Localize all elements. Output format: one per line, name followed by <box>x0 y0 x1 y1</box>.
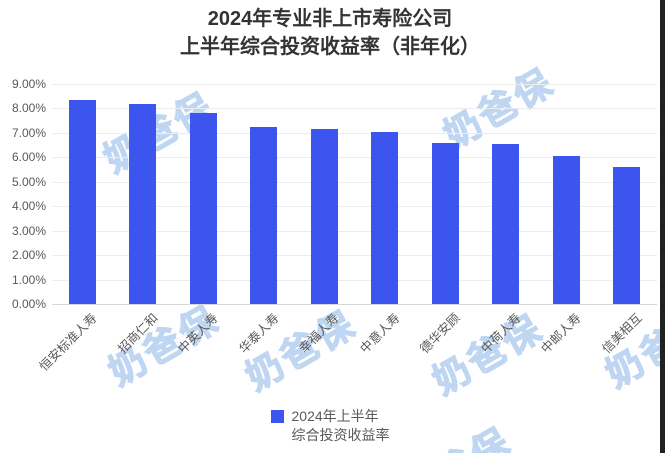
y-axis-tick-label: 7.00% <box>11 125 46 140</box>
plot-area <box>52 84 657 305</box>
bar <box>69 100 96 304</box>
y-axis-tick-label: 1.00% <box>11 272 46 287</box>
gridline <box>52 157 657 158</box>
y-axis-tick-label: 4.00% <box>11 199 46 214</box>
bar <box>311 129 338 304</box>
chart-title-line-1: 2024年专业非上市寿险公司 <box>207 8 453 30</box>
gridline <box>52 255 657 256</box>
x-axis-labels: 恒安标准人寿 招商仁和 中英人寿 华泰人寿 幸福人寿 中意人寿 德华安顾 中荷人寿 中邮人寿 信美… <box>37 306 657 401</box>
bar <box>492 144 519 304</box>
y-axis-tick-label: 8.00% <box>11 101 46 116</box>
bar <box>129 104 156 304</box>
bar <box>553 156 580 304</box>
chart-title-line-2: 上半年综合投资收益率（非年化） <box>180 36 480 58</box>
gridline <box>52 133 657 134</box>
right-edge-border <box>660 0 665 453</box>
legend-label: 2024年上半年 综合投资收益率 <box>292 407 390 445</box>
bar <box>250 127 277 304</box>
gridline <box>52 206 657 207</box>
gridline <box>52 231 657 232</box>
legend-label-line-1: 2024年上半年 <box>291 408 379 424</box>
y-axis-tick-label: 9.00% <box>11 77 46 91</box>
gridline <box>52 280 657 281</box>
legend-swatch <box>270 410 284 423</box>
gridline <box>52 108 657 109</box>
y-axis-tick-label: 2.00% <box>11 248 46 263</box>
gridline <box>52 182 657 183</box>
bar <box>613 167 640 304</box>
y-axis-tick-label: 3.00% <box>11 223 46 238</box>
bar <box>432 143 459 304</box>
x-axis-line <box>52 304 657 305</box>
y-axis-tick-label: 0.00% <box>11 297 46 311</box>
legend-label-line-2: 综合投资收益率 <box>291 427 390 443</box>
legend: 2024年上半年 综合投资收益率 <box>0 407 660 445</box>
y-axis-tick-label: 5.00% <box>11 174 46 189</box>
y-axis-tick-label: 6.00% <box>11 150 46 165</box>
bar <box>190 113 217 304</box>
gridline <box>52 84 657 85</box>
bar <box>371 132 398 304</box>
y-axis-labels: 9.00% 8.00% 7.00% 6.00% 5.00% 4.00% 3.00% 2.00%… <box>0 78 46 310</box>
chart-title: 2024年专业非上市寿险公司 上半年综合投资收益率（非年化） <box>0 5 660 61</box>
